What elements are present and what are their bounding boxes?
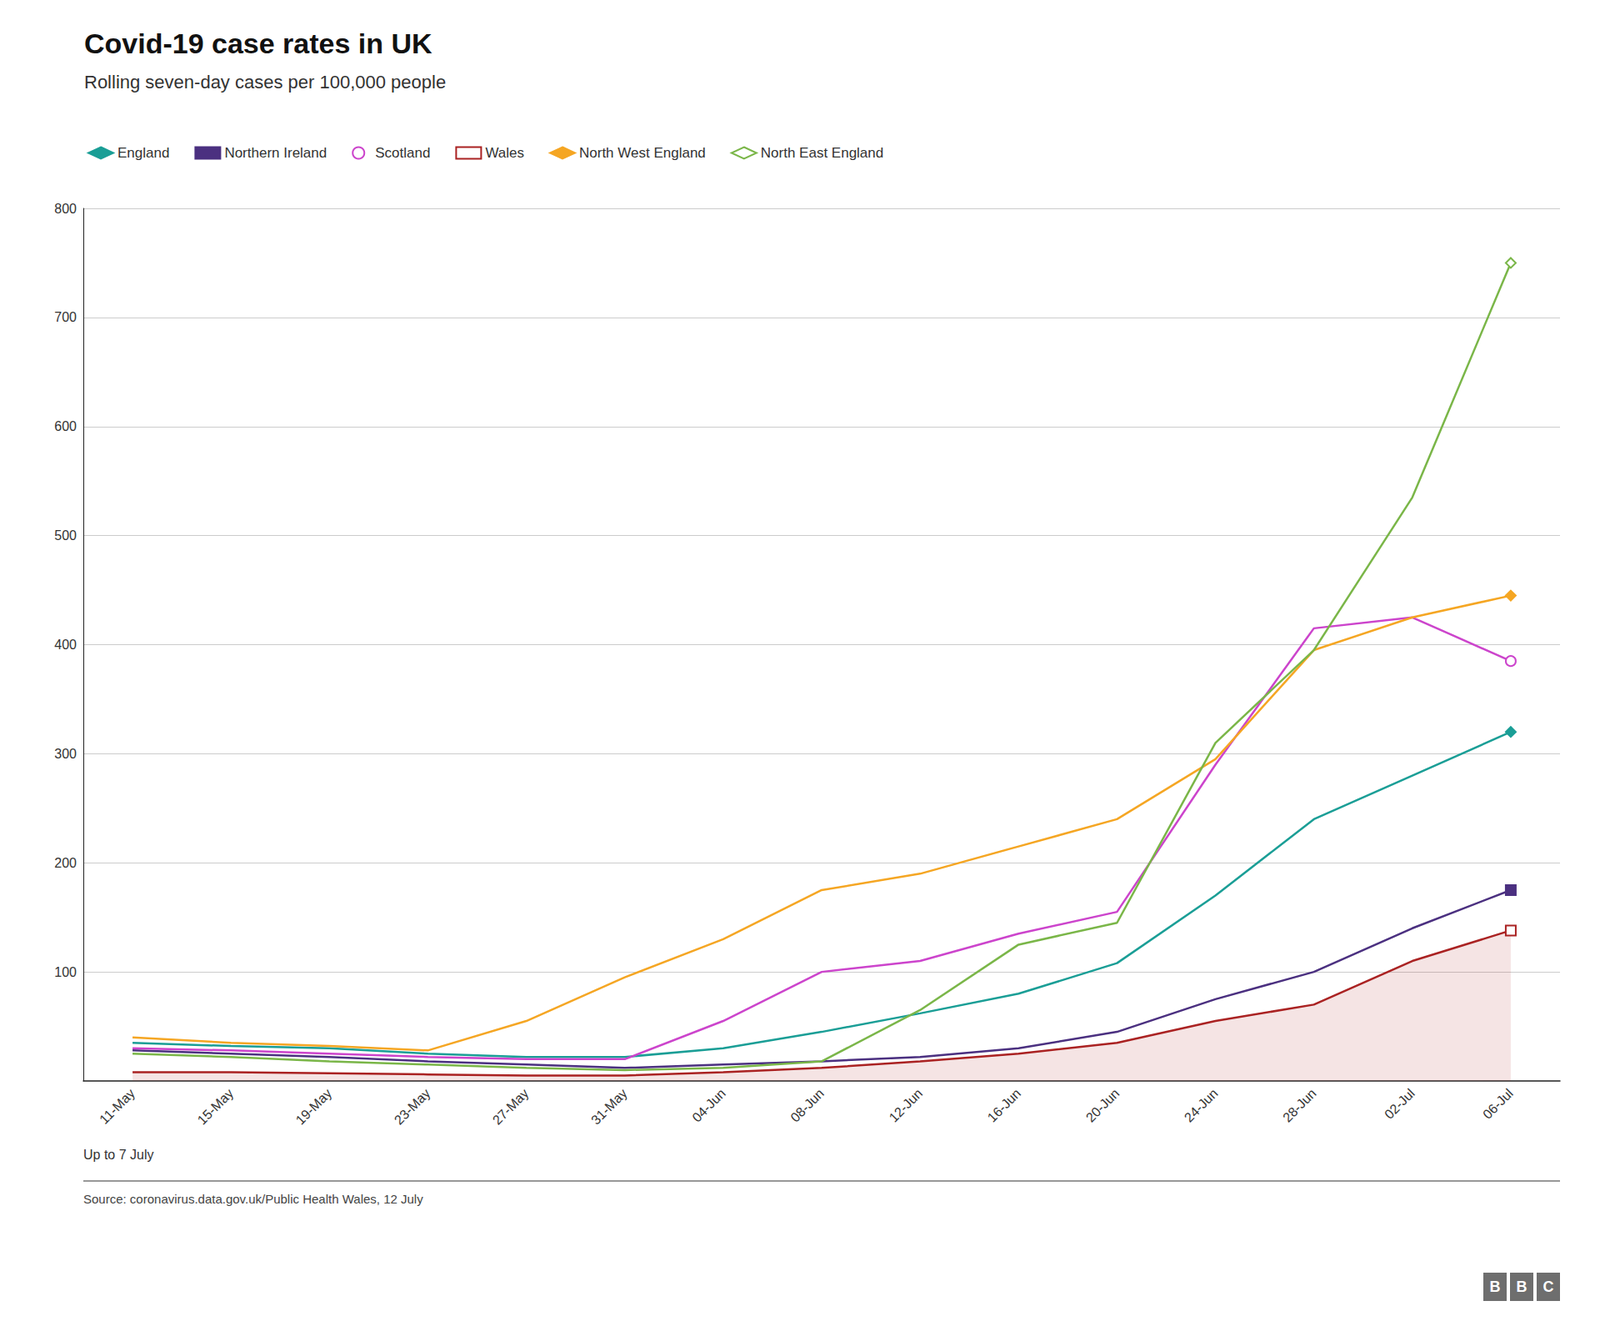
svg-text:08-Jun: 08-Jun bbox=[787, 1085, 827, 1125]
svg-text:20-Jun: 20-Jun bbox=[1083, 1085, 1123, 1125]
svg-text:Up to 7 July: Up to 7 July bbox=[83, 1147, 154, 1162]
svg-text:16-Jun: 16-Jun bbox=[985, 1085, 1025, 1125]
svg-text:15-May: 15-May bbox=[194, 1085, 236, 1128]
svg-text:500: 500 bbox=[54, 528, 77, 543]
svg-text:04-Jun: 04-Jun bbox=[689, 1085, 729, 1125]
svg-text:Wales: Wales bbox=[485, 145, 525, 161]
svg-text:B: B bbox=[1516, 1278, 1528, 1295]
svg-text:Scotland: Scotland bbox=[375, 145, 430, 161]
svg-text:B: B bbox=[1490, 1278, 1501, 1295]
svg-text:23-May: 23-May bbox=[391, 1085, 434, 1128]
svg-text:300: 300 bbox=[54, 746, 77, 761]
svg-text:C: C bbox=[1543, 1278, 1555, 1295]
svg-text:27-May: 27-May bbox=[490, 1085, 532, 1128]
svg-text:200: 200 bbox=[54, 855, 77, 870]
svg-text:Rolling seven-day cases per 10: Rolling seven-day cases per 100,000 peop… bbox=[84, 71, 446, 93]
svg-text:02-Jul: 02-Jul bbox=[1381, 1085, 1418, 1122]
svg-text:24-Jun: 24-Jun bbox=[1181, 1085, 1221, 1125]
svg-text:North East England: North East England bbox=[760, 145, 884, 161]
svg-text:12-Jun: 12-Jun bbox=[886, 1085, 926, 1125]
svg-text:800: 800 bbox=[54, 201, 77, 216]
svg-text:Covid-19 case rates in UK: Covid-19 case rates in UK bbox=[84, 27, 433, 60]
svg-text:England: England bbox=[117, 145, 170, 161]
svg-text:100: 100 bbox=[54, 965, 77, 980]
svg-text:600: 600 bbox=[54, 419, 77, 434]
svg-text:28-Jun: 28-Jun bbox=[1280, 1085, 1320, 1125]
svg-text:11-May: 11-May bbox=[96, 1085, 138, 1127]
svg-text:700: 700 bbox=[54, 310, 77, 325]
svg-text:19-May: 19-May bbox=[293, 1085, 335, 1128]
svg-text:31-May: 31-May bbox=[588, 1085, 630, 1128]
svg-text:Source: coronavirus.data.gov.u: Source: coronavirus.data.gov.uk/Public H… bbox=[83, 1191, 424, 1206]
svg-text:Northern Ireland: Northern Ireland bbox=[224, 145, 327, 161]
svg-text:06-Jul: 06-Jul bbox=[1480, 1085, 1516, 1122]
svg-text:400: 400 bbox=[54, 637, 77, 652]
svg-text:North West England: North West England bbox=[579, 145, 706, 161]
